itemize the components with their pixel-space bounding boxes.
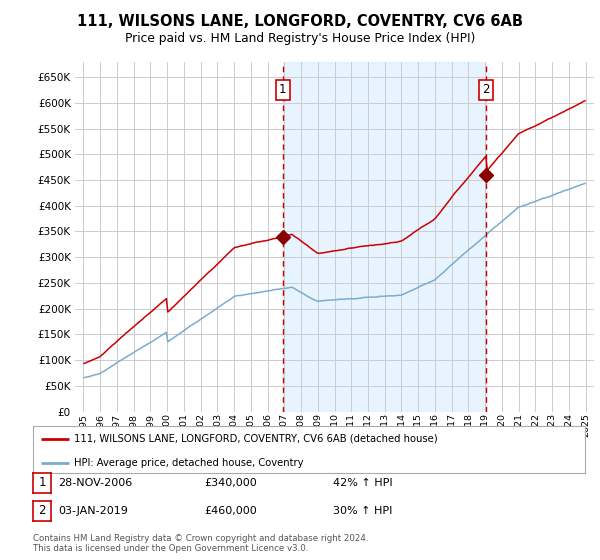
Text: £340,000: £340,000	[204, 478, 257, 488]
Text: £460,000: £460,000	[204, 506, 257, 516]
Text: 42% ↑ HPI: 42% ↑ HPI	[333, 478, 392, 488]
Text: 111, WILSONS LANE, LONGFORD, COVENTRY, CV6 6AB: 111, WILSONS LANE, LONGFORD, COVENTRY, C…	[77, 14, 523, 29]
Text: 2: 2	[38, 504, 46, 517]
Text: 111, WILSONS LANE, LONGFORD, COVENTRY, CV6 6AB (detached house): 111, WILSONS LANE, LONGFORD, COVENTRY, C…	[74, 434, 438, 444]
Text: 28-NOV-2006: 28-NOV-2006	[58, 478, 133, 488]
Text: 1: 1	[38, 476, 46, 489]
Text: 03-JAN-2019: 03-JAN-2019	[58, 506, 128, 516]
Text: 2: 2	[482, 83, 490, 96]
Text: Contains HM Land Registry data © Crown copyright and database right 2024.
This d: Contains HM Land Registry data © Crown c…	[33, 534, 368, 553]
Text: Price paid vs. HM Land Registry's House Price Index (HPI): Price paid vs. HM Land Registry's House …	[125, 32, 475, 45]
Text: 30% ↑ HPI: 30% ↑ HPI	[333, 506, 392, 516]
Text: HPI: Average price, detached house, Coventry: HPI: Average price, detached house, Cove…	[74, 458, 304, 468]
Text: 1: 1	[279, 83, 287, 96]
Bar	[283, 62, 486, 412]
